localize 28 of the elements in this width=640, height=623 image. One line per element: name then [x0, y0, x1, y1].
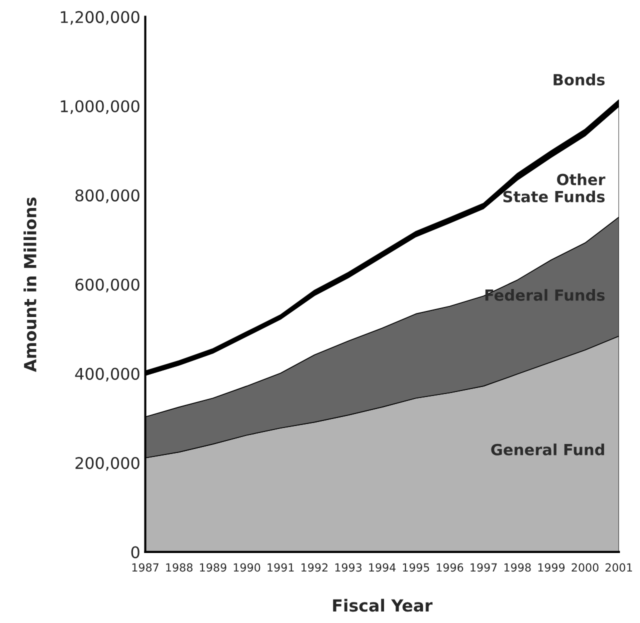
x-tick-label: 1989: [200, 563, 226, 572]
x-tick-label: 1988: [166, 563, 192, 572]
x-tick-label: 2001: [606, 563, 632, 572]
y-tick-label: 1,000,000: [60, 100, 140, 114]
series-label: Other State Funds: [503, 173, 606, 202]
x-tick-label: 1995: [402, 563, 430, 572]
x-tick-label: 1999: [538, 563, 565, 572]
y-tick-label: 1,200,000: [60, 11, 140, 25]
x-tick-label: 1990: [234, 563, 260, 572]
series-label: Bonds: [554, 74, 605, 86]
y-tick-label: 800,000: [75, 189, 140, 204]
series-label: General Fund: [491, 444, 604, 456]
y-tick-label: 200,000: [76, 457, 140, 471]
x-tick-label: 1991: [268, 563, 294, 572]
x-tick-label: 1994: [369, 563, 396, 572]
x-axis-title: Fiscal Year: [333, 598, 433, 612]
x-tick-label: 1998: [504, 563, 531, 572]
x-tick-label: 1987: [132, 563, 158, 572]
y-axis-title: Amount in Millions: [24, 198, 36, 372]
y-tick-label: 400,000: [75, 368, 140, 382]
x-tick-label: 1993: [335, 563, 362, 572]
x-tick-label: 1996: [436, 563, 464, 572]
y-tick-label: 600,000: [75, 278, 140, 292]
x-tick-label: 2000: [572, 563, 598, 572]
y-tick-label: 0: [131, 546, 140, 558]
series-label: Federal Funds: [485, 289, 605, 301]
x-tick-label: 1992: [302, 563, 328, 572]
x-tick-label: 1997: [470, 563, 497, 572]
